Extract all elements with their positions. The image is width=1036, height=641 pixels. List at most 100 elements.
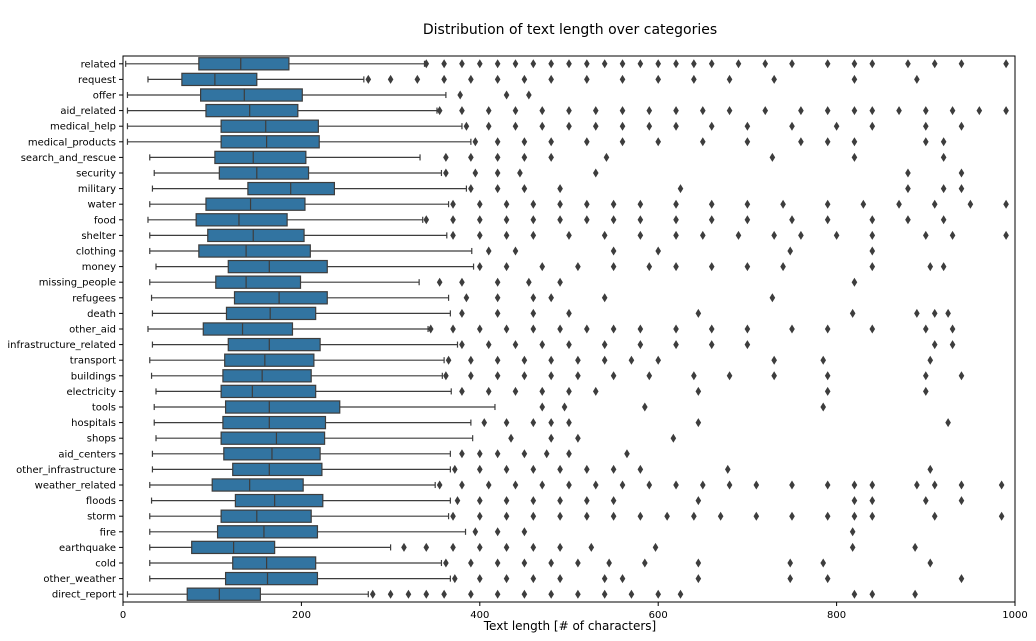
- box: [181, 72, 258, 87]
- box-group-buildings: [150, 369, 965, 383]
- flier: [539, 106, 546, 116]
- flier: [610, 215, 617, 225]
- box: [198, 244, 311, 258]
- flier: [619, 74, 626, 84]
- flier: [914, 480, 920, 490]
- box-group-infrastructure_related: [151, 337, 956, 352]
- y-tick-label: aid_related: [60, 106, 116, 117]
- flier: [976, 106, 983, 116]
- flier: [958, 184, 965, 194]
- flier: [670, 433, 677, 443]
- flier: [601, 293, 608, 303]
- box-group-other_aid: [147, 322, 956, 336]
- flier: [642, 402, 648, 412]
- flier: [896, 106, 902, 116]
- chart-title: Distribution of text length over categor…: [423, 22, 717, 38]
- flier: [477, 199, 483, 209]
- flier: [530, 215, 537, 225]
- x-axis: 0 200 400 600 800 1000: [120, 602, 1028, 621]
- flier: [503, 324, 510, 334]
- flier: [566, 308, 572, 318]
- y-tick-label: search_and_rescue: [21, 153, 116, 164]
- flier: [485, 340, 492, 350]
- flier: [584, 215, 590, 225]
- flier: [584, 496, 590, 506]
- flier: [923, 371, 929, 381]
- flier: [798, 230, 804, 240]
- flier: [958, 371, 965, 381]
- flier: [610, 324, 617, 334]
- flier: [896, 199, 902, 209]
- flier: [931, 340, 938, 350]
- x-tick-label: 600: [649, 610, 668, 621]
- flier: [369, 589, 376, 599]
- flier: [521, 184, 528, 194]
- box: [220, 431, 326, 445]
- flier: [543, 449, 550, 459]
- flier: [503, 230, 510, 240]
- box-group-other_weather: [149, 571, 965, 586]
- flier: [851, 496, 858, 506]
- flier: [931, 59, 938, 69]
- box-group-hospitals: [153, 415, 951, 430]
- y-tick-label: fire: [100, 527, 116, 538]
- flier: [477, 542, 483, 552]
- flier: [457, 90, 463, 100]
- flier: [459, 340, 465, 350]
- flier: [463, 293, 470, 303]
- box: [218, 166, 310, 180]
- flier: [780, 199, 786, 209]
- flier: [940, 152, 947, 162]
- flier: [905, 59, 911, 69]
- flier: [824, 106, 831, 116]
- box: [215, 275, 302, 289]
- flier: [849, 308, 856, 318]
- flier: [769, 152, 776, 162]
- flier: [575, 558, 581, 568]
- flier: [494, 589, 501, 599]
- flier: [753, 511, 760, 521]
- box: [220, 135, 320, 149]
- flier: [485, 106, 492, 116]
- flier: [927, 355, 934, 365]
- flier: [646, 262, 653, 272]
- flier: [539, 386, 546, 396]
- flier: [512, 59, 519, 69]
- flier: [958, 168, 965, 178]
- flier: [530, 59, 537, 69]
- flier: [548, 371, 554, 381]
- flier: [610, 371, 617, 381]
- flier: [717, 511, 724, 521]
- flier: [967, 199, 974, 209]
- y-tick-label: money: [82, 262, 116, 273]
- flier: [789, 511, 795, 521]
- flier: [708, 215, 715, 225]
- flier: [912, 542, 918, 552]
- flier: [849, 542, 856, 552]
- flier: [530, 324, 537, 334]
- y-tick-label: related: [81, 59, 116, 70]
- box-group-shelter: [149, 228, 1009, 243]
- flier: [557, 184, 563, 194]
- flier: [628, 355, 635, 365]
- flier: [530, 542, 537, 552]
- flier: [744, 324, 751, 334]
- flier: [673, 199, 679, 209]
- flier: [472, 137, 479, 147]
- flier: [512, 106, 519, 116]
- flier: [521, 589, 528, 599]
- flier: [584, 464, 590, 474]
- flier: [512, 386, 519, 396]
- flier: [744, 121, 751, 131]
- flier: [940, 262, 947, 272]
- box: [205, 197, 306, 211]
- flier: [548, 152, 554, 162]
- flier: [824, 511, 831, 521]
- flier: [477, 215, 483, 225]
- flier: [949, 340, 956, 350]
- flier: [637, 59, 644, 69]
- flier: [958, 574, 965, 584]
- flier: [468, 184, 474, 194]
- flier: [601, 340, 608, 350]
- flier: [441, 589, 447, 599]
